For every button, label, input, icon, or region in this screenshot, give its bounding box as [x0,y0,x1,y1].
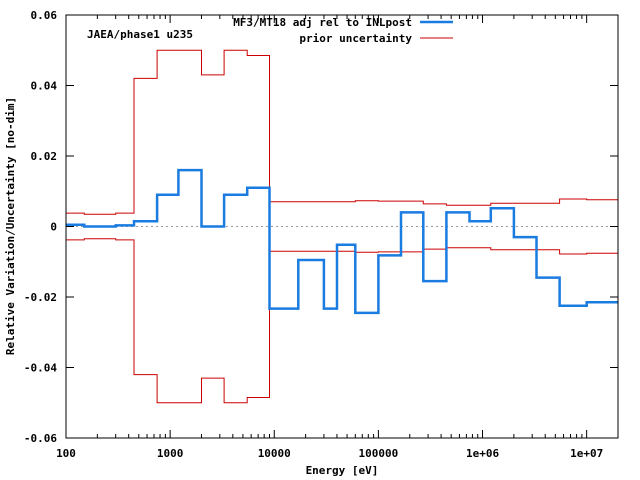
axis-ticks [65,14,619,439]
y-tick-label: -0.04 [24,362,57,375]
x-tick-label: 10000 [258,447,291,460]
annotation-text: JAEA/phase1 u235 [87,28,193,41]
x-tick-label: 1e+07 [570,447,603,460]
y-tick-label: -0.06 [24,432,57,445]
x-tick-label: 100000 [359,447,399,460]
legend: MF3/MT18 adj rel to INLpost prior uncert… [233,16,453,45]
y-tick-label: 0.06 [31,9,58,22]
tick-labels: -0.06 -0.04 -0.02 0 0.02 0.04 0.06 100 1000 10000… [24,9,603,460]
series-1-line [66,49,618,215]
y-axis-label: Relative Variation/Uncertainty [no-dim] [4,97,17,355]
y-tick-label: -0.02 [24,291,57,304]
x-tick-label: 1e+06 [466,447,499,460]
legend-label-0: MF3/MT18 adj rel to INLpost [233,16,412,29]
legend-label-1: prior uncertainty [299,32,412,45]
y-tick-label: 0.04 [31,80,58,93]
y-tick-label: 0 [50,221,57,234]
x-axis-label: Energy [eV] [306,464,379,477]
y-tick-label: 0.02 [31,150,58,163]
series-0-line [66,168,618,315]
series-group [66,49,618,404]
x-tick-label: 100 [56,447,76,460]
series-1-line-lower [66,238,618,404]
x-tick-label: 1000 [157,447,184,460]
